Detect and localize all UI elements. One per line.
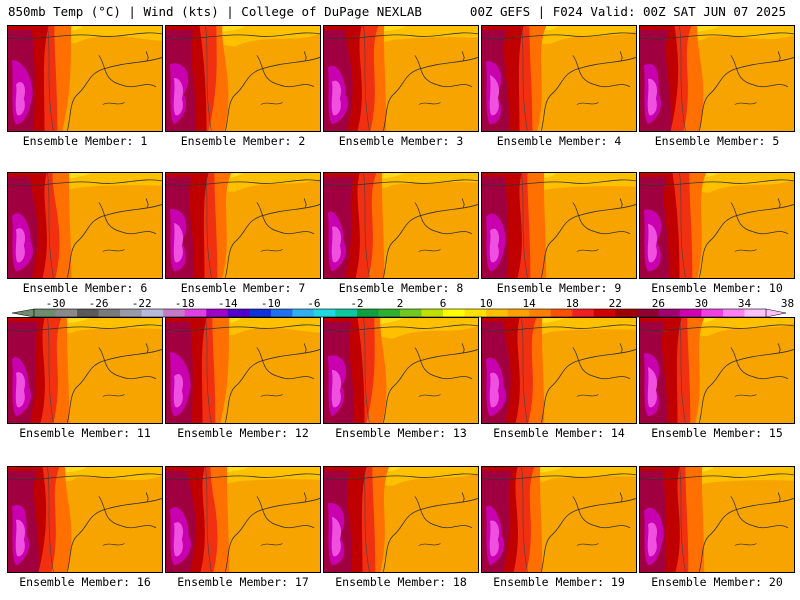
- colorbar-swatch: [486, 309, 508, 317]
- colorbar-swatch: [464, 309, 487, 317]
- colorbar-swatch: [722, 309, 745, 317]
- ensemble-member-label: Ensemble Member: 13: [335, 426, 467, 440]
- colorbar-tick-label: 22: [609, 297, 622, 310]
- colorbar-tick-label: 30: [695, 297, 708, 310]
- colorbar-left-arrow: [11, 308, 35, 318]
- ensemble-member-label: Ensemble Member: 17: [177, 575, 309, 589]
- colorbar-swatch: [163, 309, 186, 317]
- ensemble-member-map: [7, 317, 163, 424]
- colorbar-tick-label: -18: [175, 297, 195, 310]
- ensemble-member-map: [7, 172, 163, 279]
- ensemble-member-map: [165, 317, 321, 424]
- colorbar-swatch: [356, 309, 379, 317]
- colorbar-tick-label: 10: [479, 297, 492, 310]
- colorbar-swatch: [421, 309, 444, 317]
- ensemble-member-map: [323, 317, 479, 424]
- ensemble-member-map: [7, 25, 163, 132]
- colorbar-swatch: [615, 309, 638, 317]
- colorbar-swatch: [292, 309, 315, 317]
- colorbar-swatch: [227, 309, 250, 317]
- ensemble-member-map: [639, 466, 795, 573]
- ensemble-member-label: Ensemble Member: 7: [180, 281, 306, 295]
- colorbar-tick-label: -10: [261, 297, 281, 310]
- ensemble-member-label: Ensemble Member: 18: [335, 575, 467, 589]
- temperature-colorbar: -30 -26 -22 -18 -14 -10 -6 -2 2 6 10 14 18 22 26 30 34 38…: [11, 297, 794, 318]
- colorbar-tick-label: -26: [89, 297, 109, 310]
- colorbar-tick-label: -30: [46, 297, 66, 310]
- colorbar-swatch: [636, 309, 659, 317]
- colorbar-tick-label: -2: [350, 297, 363, 310]
- ensemble-member-map: [481, 466, 637, 573]
- ensemble-member-map: [165, 466, 321, 573]
- colorbar-swatch: [658, 309, 681, 317]
- ensemble-member-map: [7, 466, 163, 573]
- ensemble-member-label: Ensemble Member: 2: [180, 134, 306, 148]
- colorbar-swatch: [270, 309, 293, 317]
- colorbar-swatch: [679, 309, 702, 317]
- ensemble-member-label: Ensemble Member: 6: [22, 281, 148, 295]
- colorbar-swatch: [313, 309, 336, 317]
- colorbar-tick-label: -6: [307, 297, 320, 310]
- ensemble-member-label: Ensemble Member: 10: [651, 281, 783, 295]
- colorbar-swatch: [120, 309, 142, 317]
- ensemble-member-label: Ensemble Member: 4: [496, 134, 622, 148]
- colorbar-tick-label: 34: [738, 297, 752, 310]
- colorbar-tick-label: 26: [652, 297, 665, 310]
- ensemble-member-label: Ensemble Member: 8: [338, 281, 464, 295]
- ensemble-member-label: Ensemble Member: 16: [19, 575, 151, 589]
- colorbar-swatch: [550, 309, 573, 317]
- ensemble-member-map: [639, 317, 795, 424]
- colorbar-swatch: [184, 309, 207, 317]
- colorbar-tick-label: 18: [566, 297, 579, 310]
- map-title: 850mb Temp (°C) | Wind (kts) | College o…: [8, 4, 422, 19]
- ensemble-member-map: [639, 25, 795, 132]
- colorbar-tick-label: 38: [781, 297, 794, 310]
- ensemble-member-map: [481, 25, 637, 132]
- ensemble-member-map: [639, 172, 795, 279]
- colorbar-border: [33, 308, 767, 318]
- colorbar-swatch: [34, 309, 56, 317]
- colorbar-swatch: [529, 309, 552, 317]
- ensemble-member-label: Ensemble Member: 11: [19, 426, 151, 440]
- colorbar-tick-label: 2: [397, 297, 404, 310]
- ensemble-member-label: Ensemble Member: 9: [496, 281, 622, 295]
- colorbar-swatch: [507, 309, 530, 317]
- run-valid-time: 00Z GEFS | F024 Valid: 00Z SAT JUN 07 20…: [469, 4, 786, 19]
- colorbar-swatch: [701, 309, 724, 317]
- colorbar-swatch: [335, 309, 358, 317]
- colorbar-swatch: [572, 309, 595, 317]
- ensemble-member-label: Ensemble Member: 19: [493, 575, 625, 589]
- colorbar-tick-label: -22: [132, 297, 152, 310]
- colorbar-swatch: [249, 309, 272, 317]
- ensemble-member-label: Ensemble Member: 3: [338, 134, 464, 148]
- colorbar-swatch: [443, 309, 465, 317]
- colorbar-tick-label: 6: [440, 297, 447, 310]
- ensemble-member-map: [165, 25, 321, 132]
- colorbar-swatch: [206, 309, 229, 317]
- ensemble-member-label: Ensemble Member: 1: [22, 134, 148, 148]
- colorbar-swatch: [141, 309, 164, 317]
- colorbar-swatch: [98, 309, 121, 317]
- ensemble-member-map: [481, 317, 637, 424]
- ensemble-member-map: [323, 25, 479, 132]
- colorbar-tick-label: 14: [523, 297, 537, 310]
- ensemble-member-map: [165, 172, 321, 279]
- colorbar-swatch: [378, 309, 401, 317]
- ensemble-member-label: Ensemble Member: 14: [493, 426, 625, 440]
- colorbar-swatch: [744, 309, 767, 317]
- colorbar-right-arrow: [765, 308, 787, 318]
- ensemble-member-label: Ensemble Member: 20: [651, 575, 783, 589]
- ensemble-member-label: Ensemble Member: 15: [651, 426, 783, 440]
- colorbar-swatch: [400, 309, 422, 317]
- colorbar-swatch: [593, 309, 616, 317]
- ensemble-member-map: [323, 466, 479, 573]
- ensemble-member-label: Ensemble Member: 5: [654, 134, 780, 148]
- ensemble-member-map: [323, 172, 479, 279]
- colorbar-swatch: [55, 309, 78, 317]
- colorbar-tick-label: -14: [218, 297, 238, 310]
- ensemble-member-map: [481, 172, 637, 279]
- colorbar-swatch: [77, 309, 99, 317]
- ensemble-member-label: Ensemble Member: 12: [177, 426, 309, 440]
